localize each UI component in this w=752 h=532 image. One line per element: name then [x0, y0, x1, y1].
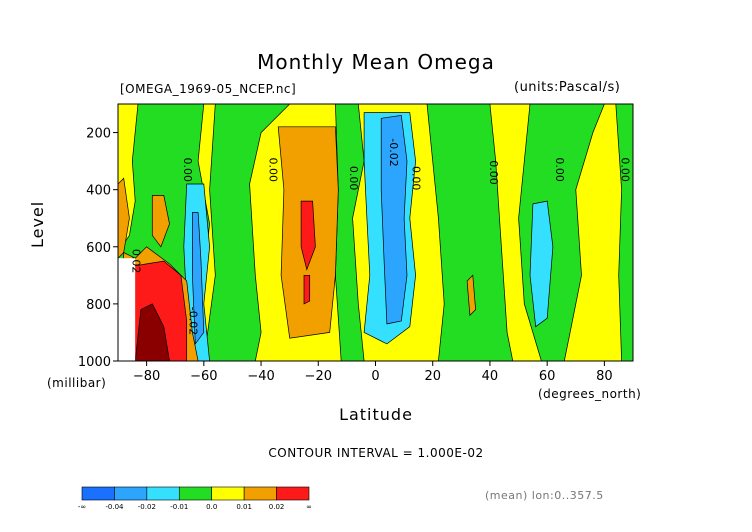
contour-label: 0.00 [410, 166, 423, 191]
x-tick-label: −80 [133, 369, 160, 384]
colorbar-swatch [146, 486, 180, 501]
green-region-3 [426, 104, 514, 361]
green-region-5 [615, 104, 633, 361]
y-tick-label: 200 [86, 127, 111, 142]
x-axis-unit: (degrees_north) [538, 387, 642, 401]
green-region-1 [203, 104, 291, 361]
contour-label: 0.00 [347, 166, 360, 191]
x-axis-label: Latitude [339, 405, 413, 424]
contour-label: 0.00 [619, 157, 632, 182]
colorbar-tick-label: 0.0 [206, 503, 217, 511]
x-tick-label: 60 [539, 369, 556, 384]
darkred-region-core [134, 303, 170, 361]
colorbar-tick-label: ∞ [306, 503, 312, 511]
orange-region-small [151, 195, 170, 248]
colorbar-swatch [81, 486, 115, 501]
units-label: (units:Pascal/s) [514, 80, 621, 95]
y-tick-label: 1000 [78, 355, 111, 370]
contour-label: 0.02 [129, 249, 142, 274]
blue-region-tropics [380, 115, 408, 325]
colorbar-tick-label: -∞ [78, 503, 86, 511]
blue-region-south [192, 212, 205, 345]
x-tick-label: −60 [190, 369, 217, 384]
contour-label: 0.00 [181, 157, 194, 182]
x-tick-label: 40 [482, 369, 499, 384]
x-tick-label: 0 [371, 369, 379, 384]
colorbar-swatch [178, 486, 213, 501]
contour-label: 0.00 [553, 157, 566, 182]
y-axis-unit: (millibar) [47, 376, 107, 390]
chart-title: Monthly Mean Omega [257, 50, 495, 74]
colorbar-swatch [211, 486, 245, 501]
x-tick-label: −40 [247, 369, 274, 384]
x-tick-label: 80 [596, 369, 613, 384]
x-tick-label: −20 [305, 369, 332, 384]
colorbar-tick-label: 0.02 [269, 503, 285, 511]
orange-region-north-blob [466, 274, 476, 317]
y-tick-label: 400 [86, 184, 111, 199]
red-region-subtropics [300, 200, 316, 271]
colorbar-swatch [243, 486, 277, 501]
x-tick-label: 20 [424, 369, 441, 384]
contour-label: -0.02 [186, 307, 199, 335]
colorbar-tick-label: -0.01 [170, 503, 188, 511]
file-label: [OMEGA_1969-05_NCEP.nc] [120, 82, 297, 96]
colorbar-tick-label: -0.02 [138, 503, 156, 511]
averaging-note: (mean) lon:0..357.5 [485, 489, 604, 502]
colorbar-tick-label: -0.04 [105, 503, 124, 511]
contour-label: -0.02 [387, 138, 400, 166]
cyan-region-north [529, 200, 554, 328]
contour-label: 0.00 [267, 157, 280, 182]
red-region-subtropics-lower [303, 274, 311, 305]
y-tick-label: 600 [86, 241, 111, 256]
colorbar-swatch [276, 486, 310, 501]
y-tick-label: 800 [86, 298, 111, 313]
orange-region-far-south [118, 177, 130, 259]
masked-topography [118, 258, 136, 361]
contour-interval: CONTOUR INTERVAL = 1.000E-02 [268, 446, 484, 460]
colorbar-swatch [114, 486, 148, 501]
contour-label: 0.00 [487, 160, 500, 185]
field-layer [118, 104, 633, 361]
colorbar-tick-label: 0.01 [236, 503, 252, 511]
